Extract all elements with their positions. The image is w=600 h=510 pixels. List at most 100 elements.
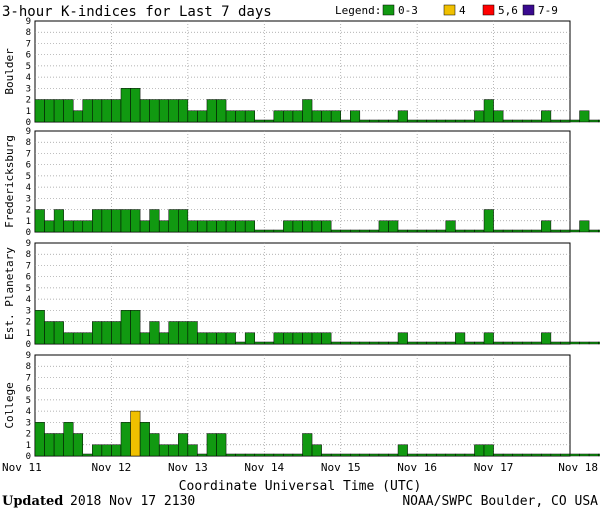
- k-index-bar: [187, 321, 198, 345]
- y-tick-label: 6: [26, 161, 31, 171]
- y-tick-label: 9: [26, 17, 31, 27]
- k-index-bar: [369, 341, 380, 345]
- y-tick-label: 2: [26, 318, 31, 328]
- k-index-bar: [53, 433, 64, 457]
- k-index-bar: [330, 453, 341, 457]
- k-index-bar: [436, 119, 447, 123]
- k-index-bar: [34, 422, 45, 457]
- legend-item-label: 0-3: [398, 4, 418, 17]
- legend-swatch: [522, 4, 535, 16]
- k-index-bar: [130, 88, 141, 123]
- k-index-bar: [321, 220, 332, 233]
- k-index-bar: [426, 341, 437, 345]
- k-index-bar: [197, 332, 208, 345]
- k-index-bar: [330, 341, 341, 345]
- y-tick-label: 1: [26, 329, 31, 339]
- k-index-bar: [483, 444, 494, 457]
- k-index-bar: [569, 453, 580, 457]
- k-index-bar: [187, 220, 198, 233]
- k-index-bar: [569, 341, 580, 345]
- k-index-bar: [130, 209, 141, 233]
- k-index-bar: [72, 110, 84, 123]
- y-tick-label: 7: [26, 149, 31, 159]
- updated-label: Updated: [2, 494, 63, 509]
- k-index-bar: [579, 341, 590, 345]
- k-index-bar: [407, 229, 418, 233]
- k-index-bar: [455, 453, 466, 457]
- k-index-bar: [178, 433, 189, 457]
- k-index-bar: [502, 341, 513, 345]
- k-index-bar: [44, 433, 55, 457]
- k-index-bar: [321, 332, 332, 345]
- k-index-bar: [531, 341, 542, 345]
- k-index-bar: [178, 321, 189, 345]
- k-index-bar: [82, 99, 93, 123]
- k-index-bar: [283, 220, 294, 233]
- k-index-bar: [72, 433, 84, 457]
- k-index-bar: [92, 444, 103, 457]
- k-index-bar: [416, 341, 427, 345]
- y-tick-label: 1: [26, 441, 31, 451]
- k-index-bar: [187, 444, 198, 457]
- y-tick-label: 2: [26, 96, 31, 106]
- k-index-bar: [311, 220, 322, 233]
- k-index-bar: [560, 119, 571, 123]
- k-index-bar: [34, 310, 45, 345]
- k-index-bar: [283, 332, 294, 345]
- k-index-bar: [407, 119, 418, 123]
- x-axis-ticks: Nov 11 Nov 12 Nov 13 Nov 14 Nov 15 Nov 16 Nov …: [2, 461, 598, 474]
- k-index-bar: [588, 341, 599, 345]
- k-index-bar: [34, 209, 45, 233]
- legend-swatch: [382, 4, 395, 16]
- k-index-bar: [111, 209, 122, 233]
- k-index-bar: [541, 453, 552, 457]
- k-index-bar: [388, 220, 399, 233]
- k-index-bar: [493, 110, 504, 123]
- x-tick-label: Nov 13: [168, 461, 208, 474]
- y-tick-label: 8: [26, 138, 31, 148]
- k-index-bar: [53, 209, 64, 233]
- k-index-bar: [273, 453, 284, 457]
- k-index-bar: [92, 99, 103, 123]
- k-index-bar: [588, 229, 599, 233]
- legend-item-label: 5,6: [498, 4, 518, 17]
- k-index-bar: [474, 229, 485, 233]
- legend: Legend: 0-3 4 5,6 7-9: [335, 4, 558, 17]
- k-index-bar: [82, 332, 93, 345]
- y-tick-label: 7: [26, 373, 31, 383]
- k-index-bar: [225, 332, 236, 345]
- x-tick-label: Nov 18: [558, 461, 598, 474]
- k-index-bar: [273, 110, 284, 123]
- k-index-bar: [550, 119, 561, 123]
- k-index-bar: [158, 99, 169, 123]
- k-index-bar: [474, 110, 485, 123]
- k-index-bar: [531, 229, 542, 233]
- k-index-bar: [541, 110, 552, 123]
- k-index-bar: [502, 453, 513, 457]
- k-index-bar: [178, 209, 189, 233]
- k-index-bar: [254, 341, 265, 345]
- k-index-bar: [378, 341, 389, 345]
- k-index-bar: [598, 341, 600, 345]
- k-index-bar: [254, 229, 265, 233]
- k-index-bar: [302, 332, 313, 345]
- k-index-bar: [321, 453, 332, 457]
- k-index-bar: [292, 453, 303, 457]
- k-index-bar: [120, 310, 131, 345]
- k-index-bar: [264, 119, 275, 123]
- k-index-bar: [359, 453, 370, 457]
- k-index-bar: [426, 119, 437, 123]
- k-index-bar: [206, 99, 217, 123]
- k-index-bar: [436, 341, 447, 345]
- k-index-bar: [560, 341, 571, 345]
- k-index-bar: [178, 99, 189, 123]
- k-index-bar: [436, 229, 447, 233]
- k-index-bar: [560, 453, 571, 457]
- k-index-bar: [225, 453, 236, 457]
- k-index-bar: [206, 220, 217, 233]
- k-index-bar: [158, 332, 169, 345]
- k-index-bar: [168, 321, 179, 345]
- k-index-bar: [378, 453, 389, 457]
- k-index-bar: [244, 220, 255, 233]
